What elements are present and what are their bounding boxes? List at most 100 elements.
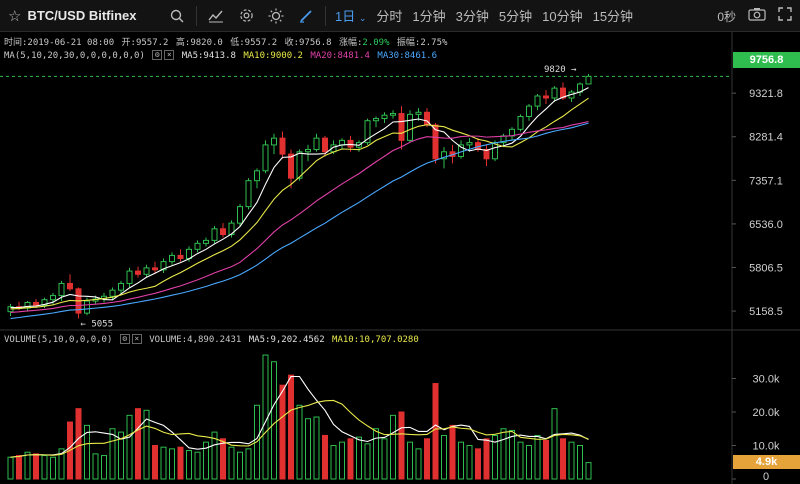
- toolbar-divider: [325, 5, 326, 26]
- candle-body: [483, 148, 490, 160]
- volume-bar: [24, 451, 31, 480]
- volume-bar: [390, 414, 396, 480]
- fullscreen-icon[interactable]: [778, 6, 792, 26]
- volume-bar: [560, 438, 566, 480]
- interval-3m[interactable]: 3分钟: [455, 9, 489, 24]
- seconds-label[interactable]: 0秒: [717, 9, 736, 24]
- price-axis-label: 5158.5: [749, 306, 783, 318]
- candle-body: [143, 267, 150, 275]
- indicators-icon[interactable]: [201, 0, 231, 32]
- candle-body: [296, 151, 303, 179]
- volume-bar: [424, 438, 430, 480]
- candle-body: [254, 170, 260, 182]
- candle-body: [271, 137, 277, 146]
- volume-bar: [398, 411, 405, 480]
- ma-settings-button[interactable]: ⚙: [152, 50, 163, 60]
- volume-bar: [33, 453, 39, 480]
- volume-bar: [194, 451, 201, 480]
- interval-timeshare[interactable]: 分时: [376, 9, 403, 24]
- candle-body: [415, 111, 422, 115]
- volume-bar: [322, 434, 328, 480]
- candle-body: [313, 137, 320, 150]
- interval-10m[interactable]: 10分钟: [542, 9, 583, 24]
- volume-bar: [492, 434, 498, 480]
- volume-bar: [483, 438, 490, 480]
- search-icon[interactable]: [162, 0, 192, 32]
- star-icon[interactable]: ☆: [8, 7, 22, 25]
- open-label: 开:9557.2: [121, 38, 169, 48]
- current-volume-tag: 4.9k: [733, 455, 800, 469]
- theme-icon[interactable]: [261, 0, 291, 32]
- volume-bar: [109, 428, 116, 480]
- volume-bar: [75, 408, 82, 480]
- volume-bar: [500, 428, 507, 480]
- volume-info: VOLUME(5,10,0,0,0,0) ⚙ × VOLUME:4,890.243…: [4, 334, 421, 345]
- volume-bar: [339, 441, 345, 480]
- ma-close-button[interactable]: ×: [164, 50, 175, 60]
- volume-bar: [356, 436, 362, 480]
- volume-bar: [449, 424, 456, 480]
- volume-bar: [220, 438, 226, 480]
- volume-bar: [568, 441, 575, 480]
- candle-body: [585, 75, 592, 85]
- volume-bar: [551, 408, 558, 480]
- settings-icon[interactable]: [231, 0, 261, 32]
- volume-close-button[interactable]: ×: [131, 334, 142, 344]
- volume-bar: [347, 438, 354, 480]
- price-axis-label: 7357.1: [749, 175, 783, 187]
- high-label: 高:9820.0: [175, 38, 223, 48]
- ma-name: MA(5,10,20,30,0,0,0,0,0,0): [4, 50, 145, 61]
- candle-body: [177, 254, 184, 259]
- change-label: 涨幅:: [338, 38, 363, 48]
- volume-name: VOLUME(5,10,0,0,0,0): [4, 334, 113, 345]
- interval-5m[interactable]: 5分钟: [498, 9, 533, 24]
- candle-body: [118, 282, 124, 291]
- volume-bar: [373, 428, 379, 480]
- volume-bar: [92, 453, 99, 480]
- candle-body: [109, 289, 116, 297]
- interval-1m[interactable]: 1分钟: [412, 9, 446, 24]
- symbol-selector[interactable]: ☆ BTC/USD Bitfinex: [0, 7, 162, 25]
- candle-body: [152, 267, 158, 271]
- candle-body: [407, 113, 413, 141]
- volume-bar: [313, 416, 320, 480]
- candle-body: [322, 137, 328, 153]
- ma10-line: [10, 97, 589, 310]
- draw-icon[interactable]: [291, 0, 321, 32]
- volume-bar: [245, 448, 252, 480]
- candle-body: [441, 151, 447, 160]
- candle-body: [381, 114, 388, 120]
- volume-bar: [517, 441, 524, 480]
- candle-body: [50, 295, 56, 301]
- toolbar-divider: [196, 5, 197, 26]
- candle-body: [220, 228, 226, 236]
- interval-15m[interactable]: 15分钟: [592, 9, 634, 24]
- volume-bar: [441, 434, 447, 480]
- candle-body: [390, 113, 396, 116]
- candle-body: [466, 142, 473, 146]
- volume-bar: [296, 404, 303, 480]
- candle-body: [67, 282, 73, 290]
- volume-bar: [585, 462, 592, 480]
- price-axis-label: 8281.4: [749, 132, 783, 144]
- ma20-line: [10, 120, 589, 314]
- volume-bar: [169, 448, 175, 480]
- interval-1d[interactable]: 1日 ⌄: [335, 9, 367, 24]
- ma5-label: MA5:9413.8: [181, 50, 236, 61]
- volume-settings-button[interactable]: ⚙: [119, 334, 130, 344]
- snapshot-icon[interactable]: [748, 7, 766, 26]
- volume-bar: [577, 445, 583, 480]
- candle-body: [279, 137, 286, 155]
- volume-bar: [50, 456, 56, 480]
- volume-bar: [305, 418, 311, 480]
- volume-bar: [458, 441, 464, 480]
- volume-bar: [186, 450, 192, 480]
- volume-bar: [415, 448, 422, 480]
- volume-bar: [160, 446, 167, 480]
- candle-body: [84, 300, 90, 314]
- candle-body: [58, 282, 65, 297]
- volume-bar: [16, 455, 22, 480]
- candle-body: [551, 87, 558, 99]
- price-axis-label: 9321.8: [749, 88, 783, 100]
